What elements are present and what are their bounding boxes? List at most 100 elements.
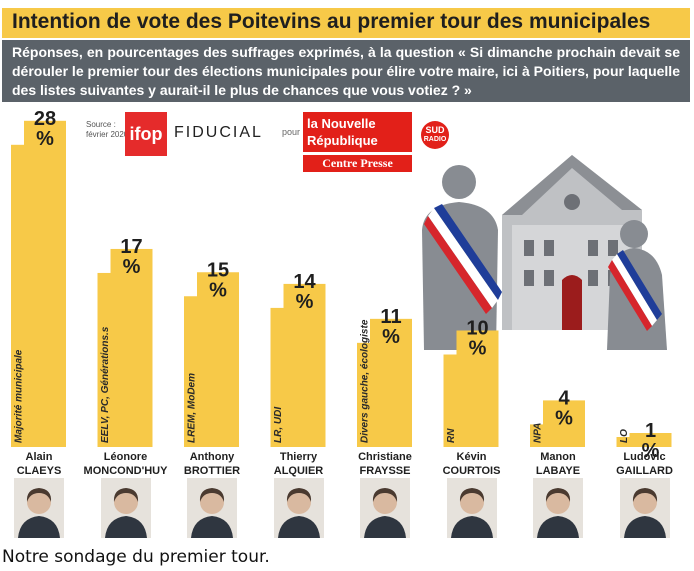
sud-radio-logo: SUD RADIO — [421, 121, 449, 149]
nr-logo-line1: la Nouvelle — [307, 116, 376, 131]
candidate-photo — [100, 478, 151, 538]
candidate-last-name: LABAYE — [536, 465, 580, 477]
fiducial-logo: FIDUCIAL — [174, 124, 263, 141]
party-label: LO — [619, 429, 630, 443]
value-label: 28% — [34, 108, 56, 150]
centre-presse-logo: Centre Presse — [303, 155, 412, 172]
candidate-first-name: Kévin — [457, 451, 487, 463]
value-label: 15% — [207, 259, 229, 301]
candidate-first-name: Ludovic — [623, 451, 665, 463]
ifop-logo: ifop — [125, 112, 167, 156]
candidate-photo — [360, 478, 410, 538]
party-strip — [616, 437, 630, 447]
value-unit: % — [469, 338, 487, 360]
candidate-photo — [14, 478, 64, 538]
bar — [370, 318, 412, 447]
bar — [543, 400, 585, 447]
bar — [197, 272, 239, 447]
person-icon — [446, 478, 497, 538]
candidate-last-name: BROTTIER — [184, 465, 240, 477]
value-number: 17 — [120, 236, 142, 258]
person-icon — [533, 478, 583, 538]
source-date: février 2020 — [86, 130, 129, 139]
candidate-last-name: GAILLARD — [616, 465, 673, 477]
candidate-last-name: ALQUIER — [274, 465, 324, 477]
value-number: 28 — [34, 108, 56, 130]
value-unit: % — [642, 440, 660, 462]
value-label: 14% — [293, 271, 316, 313]
source-note: Source : février 2020 — [86, 120, 128, 140]
bar — [283, 283, 326, 447]
party-label: LREM, MoDem — [187, 373, 198, 443]
candidate-photo — [533, 478, 583, 538]
value-label: 4% — [555, 387, 573, 429]
person-icon — [619, 478, 670, 538]
value-label: 11% — [380, 306, 401, 348]
value-unit: % — [555, 407, 573, 429]
party-strip — [357, 342, 370, 447]
radio-logo-text: RADIO — [423, 136, 447, 143]
candidate-first-name: Alain — [26, 451, 53, 463]
value-unit: % — [296, 291, 314, 313]
title-bar: Intention de vote des Poitevins au premi… — [2, 8, 690, 38]
bar — [24, 120, 66, 448]
candidate-photo — [619, 478, 670, 538]
chart-title: Intention de vote des Poitevins au premi… — [12, 10, 651, 33]
nouvelle-republique-logo: la Nouvelle République — [303, 112, 412, 152]
person-icon — [273, 478, 324, 538]
party-label: EELV, PC, Générations.s — [100, 326, 111, 443]
candidate-first-name: Manon — [540, 451, 576, 463]
person-icon — [360, 478, 410, 538]
man-silhouette-icon — [422, 165, 502, 350]
candidate-first-name: Thierry — [280, 451, 318, 463]
value-number: 10 — [466, 318, 488, 340]
value-number: 15 — [207, 259, 229, 281]
party-strip — [443, 354, 457, 447]
party-strip — [184, 296, 197, 447]
party-label: Majorité municipale — [14, 349, 25, 443]
candidate-last-name: FRAYSSE — [360, 465, 411, 477]
bar — [110, 248, 153, 447]
pour-label: pour — [282, 127, 301, 137]
candidate-first-name: Léonore — [104, 451, 147, 463]
value-number: 4 — [558, 387, 570, 409]
value-unit: % — [382, 326, 400, 348]
candidate-photo — [187, 478, 237, 538]
candidate-last-name: CLAEYS — [17, 465, 62, 477]
woman-silhouette-icon — [607, 220, 667, 350]
value-unit: % — [209, 279, 227, 301]
candidate-last-name: COURTOIS — [443, 465, 501, 477]
value-number: 1 — [645, 420, 656, 442]
party-strip — [530, 424, 543, 447]
value-unit: % — [123, 256, 141, 278]
party-label: RN — [446, 428, 457, 443]
town-hall-illustration — [422, 155, 667, 350]
value-label: 17% — [120, 236, 142, 278]
party-label: Divers gauche, écologiste — [360, 319, 371, 443]
nr-logo-line2: République — [307, 133, 378, 148]
candidate-photo — [446, 478, 497, 538]
value-label: 1% — [642, 420, 660, 462]
value-unit: % — [36, 128, 54, 150]
bar — [456, 330, 499, 447]
candidate-first-name: Anthony — [190, 451, 235, 463]
value-number: 11 — [380, 306, 401, 328]
party-label: LR, UDI — [273, 407, 284, 443]
person-icon — [187, 478, 237, 538]
sud-logo-text: SUD — [425, 125, 445, 135]
candidate-last-name: MONCOND'HUY — [84, 465, 169, 477]
person-icon — [14, 478, 64, 538]
value-label: 10% — [466, 318, 488, 360]
party-strip — [270, 307, 284, 447]
party-strip — [97, 272, 111, 447]
survey-question: Réponses, en pourcentages des suffrages … — [2, 40, 690, 102]
figure-caption: Notre sondage du premier tour. — [2, 547, 270, 567]
party-strip — [11, 144, 24, 448]
source-label: Source : — [86, 120, 116, 129]
value-number: 14 — [293, 271, 316, 293]
candidate-first-name: Christiane — [358, 451, 412, 463]
candidate-photo — [273, 478, 324, 538]
bar — [629, 433, 672, 447]
party-label: NPA — [533, 423, 544, 443]
